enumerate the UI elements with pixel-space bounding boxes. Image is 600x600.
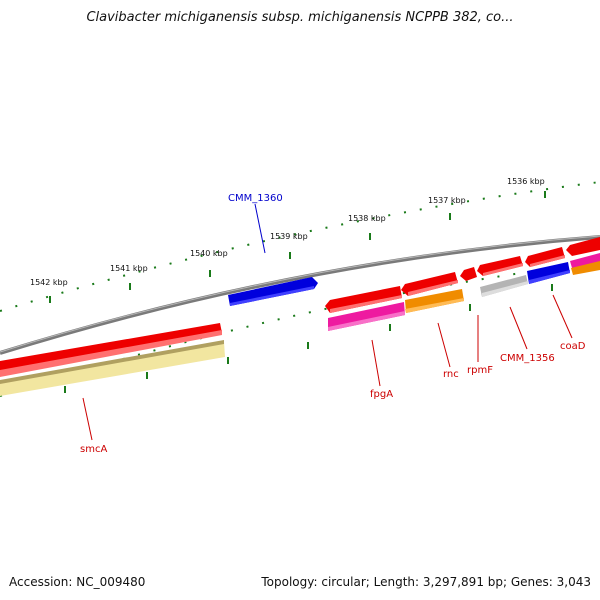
gene-rnc-red-shadow <box>408 280 458 296</box>
gene-cmm-1360[interactable] <box>228 277 318 306</box>
outer-tick-ring <box>0 181 600 312</box>
gene-label-cmm-1356: CMM_1356 <box>500 353 555 364</box>
gene-fpga-red-shadow <box>330 295 402 313</box>
gene-label-cmm-1360: CMM_1360 <box>228 193 283 204</box>
gene-smca-shadow <box>0 330 222 377</box>
gene-pale-track-edge <box>0 340 224 384</box>
gene-red-4[interactable] <box>566 237 600 256</box>
gene-rpmf[interactable] <box>460 267 477 281</box>
gene-red-3-shadow <box>530 255 565 267</box>
callout-lines <box>82 203 573 441</box>
tick-label-1540: 1540 kbp <box>190 249 228 258</box>
genome-backbone <box>0 235 600 355</box>
map-title: Clavibacter michiganensis subsp. michiga… <box>86 10 514 25</box>
tick-label-1539: 1539 kbp <box>270 232 308 241</box>
major-ticks-outer <box>49 191 546 303</box>
gene-small-red-2[interactable] <box>477 256 523 276</box>
gene-label-rnc: rnc <box>443 369 459 380</box>
gene-small-red-2-shadow <box>483 263 523 276</box>
genome-backbone-highlight <box>0 235 600 353</box>
gene-magenta-right[interactable] <box>570 253 600 268</box>
tick-label-1542: 1542 kbp <box>30 278 68 287</box>
major-ticks-inner <box>64 284 553 393</box>
gene-label-coad: coaD <box>560 341 586 352</box>
gene-label-rpmf: rpmF <box>467 365 493 376</box>
gene-fpga-shadow <box>328 311 405 331</box>
accession-label: Accession: NC_009480 <box>9 575 146 589</box>
gene-orange-right[interactable] <box>571 261 600 275</box>
tick-label-1538: 1538 kbp <box>348 214 386 223</box>
gene-pale-track[interactable] <box>0 342 225 396</box>
gene-label-smca: smcA <box>80 444 107 455</box>
gene-labels: CMM_1360 smcA fpgA rnc rpmF CMM_1356 coa… <box>80 193 586 455</box>
tick-label-1537: 1537 kbp <box>428 196 466 205</box>
gene-coad-blue-shadow <box>529 270 570 284</box>
tick-label-1541: 1541 kbp <box>110 264 148 273</box>
gene-red-3[interactable] <box>525 247 565 267</box>
tick-label-1536: 1536 kbp <box>507 177 545 186</box>
gene-rnc-red[interactable] <box>401 272 458 296</box>
gene-cmm-1360-shadow <box>230 286 314 306</box>
tick-labels: 1542 kbp 1541 kbp 1540 kbp 1539 kbp 1538… <box>30 177 545 287</box>
gene-label-fpga: fpgA <box>370 389 393 400</box>
gene-rnc-shadow <box>405 298 464 313</box>
genome-stats-label: Topology: circular; Length: 3,297,891 bp… <box>261 575 591 589</box>
gene-cmm-1356-shadow <box>482 281 528 297</box>
